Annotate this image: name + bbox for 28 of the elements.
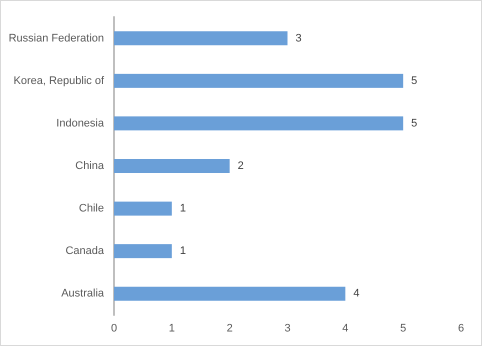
bar xyxy=(114,116,404,130)
x-tick-label: 5 xyxy=(400,322,406,334)
y-tick-label: Indonesia xyxy=(56,117,105,130)
bar xyxy=(114,244,172,258)
bar xyxy=(114,31,288,46)
y-tick-label: Russian Federation xyxy=(8,32,104,44)
data-label: 1 xyxy=(180,202,186,215)
data-label: 2 xyxy=(238,160,244,172)
y-tick-label: China xyxy=(75,160,105,172)
bar xyxy=(114,202,172,216)
x-tick-label: 1 xyxy=(168,322,175,334)
x-tick-label: 3 xyxy=(284,322,291,334)
data-label: 5 xyxy=(411,74,418,87)
y-tick-label: Australia xyxy=(61,288,105,300)
bar xyxy=(114,159,230,173)
bar xyxy=(114,286,346,301)
x-tick-label: 0 xyxy=(110,322,118,334)
data-label: 5 xyxy=(411,117,418,130)
y-tick-label: Canada xyxy=(65,245,105,258)
bar xyxy=(114,74,404,88)
x-tick-label: 6 xyxy=(458,322,464,334)
x-tick-label: 4 xyxy=(342,322,348,334)
x-tick-label: 2 xyxy=(226,322,233,334)
y-tick-label: Korea, Republic of xyxy=(14,74,105,87)
y-tick-label: Chile xyxy=(78,202,104,215)
data-label: 1 xyxy=(180,245,186,258)
data-label: 4 xyxy=(353,288,360,300)
data-label: 3 xyxy=(296,32,302,44)
